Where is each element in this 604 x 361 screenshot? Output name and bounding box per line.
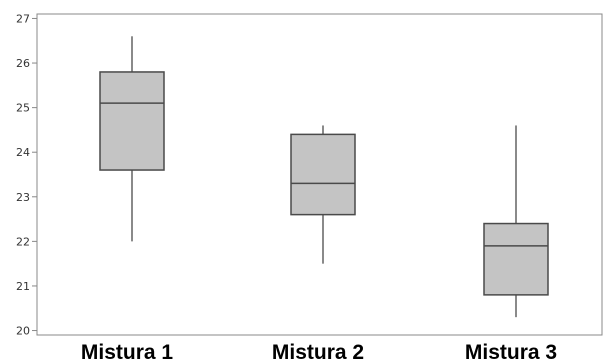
iqr-box xyxy=(99,71,165,171)
y-tick-label: 22 xyxy=(16,235,30,248)
y-tick-label: 24 xyxy=(16,146,30,159)
y-tick-label: 27 xyxy=(16,12,30,25)
category-label: Mistura 2 xyxy=(272,341,364,361)
box-2 xyxy=(290,125,356,264)
y-tick-label: 23 xyxy=(16,191,30,204)
box-1 xyxy=(99,36,165,242)
box-3 xyxy=(483,125,549,318)
category-label: Mistura 3 xyxy=(465,341,557,361)
y-tick-label: 25 xyxy=(16,102,30,115)
iqr-box xyxy=(290,133,356,216)
y-axis: 20 21 22 23 24 25 26 27 xyxy=(16,12,37,338)
iqr-box xyxy=(483,222,549,296)
x-axis-labels: Mistura 1 Mistura 2 Mistura 3 xyxy=(81,341,557,361)
boxes-group xyxy=(99,36,549,318)
y-tick-label: 20 xyxy=(16,325,30,338)
plot-frame xyxy=(36,13,603,336)
y-tick-label: 26 xyxy=(16,57,30,70)
y-tick-label: 21 xyxy=(16,280,30,293)
category-label: Mistura 1 xyxy=(81,341,174,361)
